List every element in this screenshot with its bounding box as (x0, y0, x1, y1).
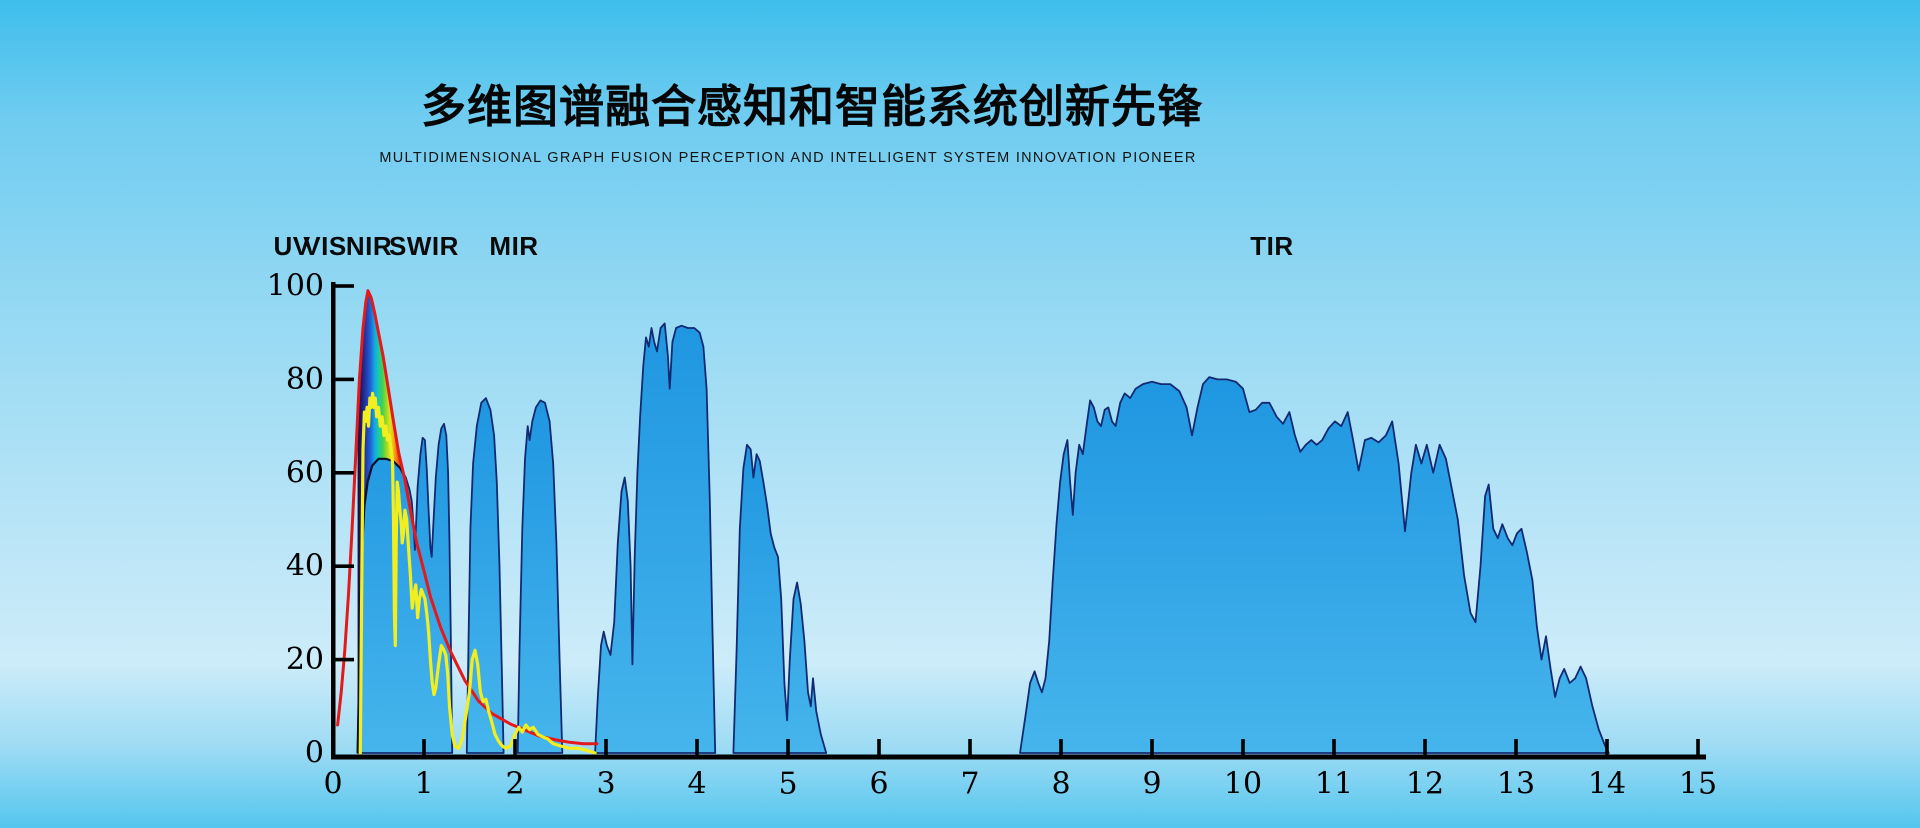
x-tick-label-9: 9 (1142, 767, 1161, 802)
y-tick-label-60: 60 (286, 455, 324, 490)
x-tick-label-8: 8 (1051, 767, 1070, 802)
window-mir-2 (732, 443, 828, 754)
x-tick-10 (1241, 739, 1245, 756)
x-tick-label-14: 14 (1588, 767, 1626, 802)
band-label-mir: MIR (489, 231, 539, 261)
band-label-tir: TIR (1250, 231, 1294, 261)
x-tick-label-4: 4 (687, 767, 706, 802)
x-tick-label-6: 6 (869, 767, 888, 802)
x-tick-label-1: 1 (414, 767, 433, 802)
x-tick-11 (1332, 739, 1336, 756)
y-tick-100 (333, 284, 354, 288)
y-axis (331, 282, 336, 757)
x-tick-14 (1605, 739, 1609, 756)
x-tick-label-7: 7 (960, 767, 979, 802)
x-tick-6 (877, 739, 881, 756)
x-tick-9 (1150, 739, 1154, 756)
x-axis (331, 754, 1706, 760)
x-tick-7 (968, 739, 972, 756)
x-tick-2 (513, 739, 517, 756)
window-tir (1019, 376, 1610, 754)
window-swir-1 (465, 397, 505, 754)
y-tick-60 (333, 471, 354, 475)
x-tick-15 (1696, 739, 1700, 756)
page-subtitle: MULTIDIMENSIONAL GRAPH FUSION PERCEPTION… (379, 150, 1197, 166)
y-tick-40 (333, 564, 354, 568)
y-tick-label-0: 0 (305, 736, 324, 771)
y-tick-20 (333, 657, 354, 662)
x-tick-label-15: 15 (1679, 767, 1717, 802)
x-tick-label-5: 5 (778, 767, 797, 802)
x-tick-label-12: 12 (1406, 767, 1444, 802)
x-tick-label-2: 2 (505, 767, 524, 802)
y-tick-80 (333, 377, 354, 382)
x-tick-label-0: 0 (323, 767, 342, 802)
y-tick-label-20: 20 (286, 642, 324, 677)
x-tick-label-13: 13 (1497, 767, 1535, 802)
x-tick-4 (695, 739, 699, 756)
y-tick-label-100: 100 (267, 269, 324, 304)
window-swir-2 (516, 399, 564, 754)
x-tick-13 (1514, 739, 1518, 756)
x-tick-0 (331, 739, 335, 756)
x-tick-label-10: 10 (1224, 767, 1262, 802)
band-label-vis: VIS (303, 231, 347, 261)
x-tick-label-11: 11 (1315, 767, 1353, 802)
page-title: 多维图谱融合感知和智能系统创新先锋 (420, 80, 1204, 133)
solar-irradiance-curve (358, 391, 597, 755)
transmission-windows (356, 322, 1610, 754)
band-label-uv: UV (273, 231, 311, 261)
x-tick-3 (604, 739, 608, 756)
y-tick-label-80: 80 (286, 362, 324, 397)
x-tick-label-3: 3 (596, 767, 615, 802)
band-label-nir: NIR (345, 231, 393, 261)
band-label-swir: SWIR (389, 231, 459, 261)
x-tick-1 (422, 739, 426, 756)
x-tick-12 (1423, 739, 1427, 756)
x-tick-8 (1059, 739, 1063, 756)
x-tick-5 (786, 739, 790, 756)
y-tick-label-40: 40 (286, 549, 324, 584)
window-mir-1 (594, 322, 717, 754)
